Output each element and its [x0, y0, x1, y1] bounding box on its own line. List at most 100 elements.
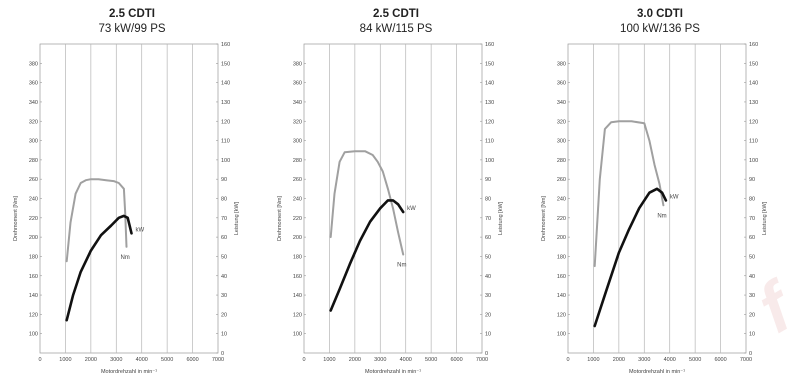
- x-tick-label: 1000: [587, 357, 599, 363]
- y-left-tick-label: 240: [29, 197, 38, 203]
- y-right-tick-label: 100: [221, 158, 230, 164]
- x-tick-label: 2000: [613, 357, 625, 363]
- y-left-tick-label: 380: [29, 61, 38, 67]
- y-left-tick-label: 240: [293, 197, 302, 203]
- y-left-tick-label: 160: [293, 274, 302, 280]
- x-tick-label: 1000: [323, 357, 335, 363]
- series-label-kw: kW: [136, 227, 145, 233]
- y-right-axis-label: Leistung [kW]: [234, 201, 240, 235]
- series-label-kw: kW: [407, 206, 416, 212]
- y-right-tick-label: 130: [749, 100, 758, 106]
- x-tick-label: 7000: [740, 357, 752, 363]
- y-left-axis-label: Drehmoment [Nm]: [13, 196, 19, 241]
- y-left-tick-label: 320: [29, 119, 38, 125]
- y-left-tick-label: 120: [557, 312, 566, 318]
- y-right-tick-label: 130: [221, 100, 230, 106]
- y-right-tick-label: 30: [485, 293, 491, 299]
- y-left-tick-label: 220: [29, 216, 38, 222]
- y-left-tick-label: 300: [557, 139, 566, 145]
- y-right-tick-label: 90: [221, 177, 227, 183]
- y-right-tick-label: 50: [221, 254, 227, 260]
- y-right-tick-label: 110: [485, 139, 494, 145]
- y-right-tick-label: 50: [749, 254, 755, 260]
- y-left-tick-label: 220: [293, 216, 302, 222]
- y-left-tick-label: 240: [557, 197, 566, 203]
- x-tick-label: 3000: [374, 357, 386, 363]
- y-left-tick-label: 140: [293, 293, 302, 299]
- x-tick-label: 5000: [161, 357, 173, 363]
- y-right-tick-label: 30: [221, 293, 227, 299]
- x-tick-label: 4000: [136, 357, 148, 363]
- plot-frame: [567, 43, 747, 354]
- series-label-kw: kW: [670, 194, 679, 200]
- plot-frame: [39, 43, 219, 354]
- y-left-tick-label: 360: [557, 81, 566, 87]
- y-right-tick-label: 70: [749, 216, 755, 222]
- x-axis-label: Motordrehzahl in min⁻¹: [629, 369, 685, 375]
- y-left-tick-label: 140: [29, 293, 38, 299]
- y-left-tick-label: 320: [293, 119, 302, 125]
- y-left-axis-label: Drehmoment [Nm]: [541, 196, 547, 241]
- chart-panel-2: 2.5 CDTI 84 kW/115 PS 0 1000 2000 3000 4000 5…: [264, 0, 528, 378]
- y-left-tick-label: 260: [29, 177, 38, 183]
- y-left-tick-label: 140: [557, 293, 566, 299]
- chart-subtitle: 73 kW/99 PS: [98, 23, 166, 35]
- x-tick-label: 6000: [714, 357, 726, 363]
- y-right-tick-label: 120: [749, 119, 758, 125]
- chart-svg: 0 1000 2000 3000 4000 5000 6000 700010012014016…: [13, 42, 240, 375]
- x-tick-label: 2000: [85, 357, 97, 363]
- series-line-kw: [65, 214, 133, 322]
- x-tick-label: 3000: [110, 357, 122, 363]
- y-right-tick-label: 40: [221, 274, 227, 280]
- y-right-tick-label: 70: [221, 216, 227, 222]
- y-left-tick-label: 380: [557, 61, 566, 67]
- series-line-kw: [593, 187, 668, 328]
- y-right-tick-label: 110: [221, 139, 230, 145]
- x-axis-label: Motordrehzahl in min⁻¹: [365, 369, 421, 375]
- series-line-nm: [593, 120, 665, 268]
- chart-svg: 0 1000 2000 3000 4000 5000 6000 700010012014016…: [277, 42, 504, 375]
- y-right-tick-label: 30: [749, 293, 755, 299]
- x-tick-label: 0: [38, 357, 41, 363]
- x-tick-label: 6000: [450, 357, 462, 363]
- series-label-nm: Nm: [397, 263, 406, 269]
- series-line-kw: [329, 199, 405, 312]
- y-left-tick-label: 100: [29, 332, 38, 338]
- y-right-tick-label: 60: [749, 235, 755, 241]
- y-right-tick-label: 120: [221, 119, 230, 125]
- y-left-tick-label: 340: [29, 100, 38, 106]
- y-right-tick-label: 60: [485, 235, 491, 241]
- y-left-tick-label: 380: [293, 61, 302, 67]
- x-tick-label: 7000: [212, 357, 224, 363]
- chart-panel-3: 3.0 CDTI 100 kW/136 PS 0 1000 2000 3000 4000…: [528, 0, 792, 378]
- y-left-tick-label: 120: [293, 312, 302, 318]
- y-left-tick-label: 200: [557, 235, 566, 241]
- chart-title: 2.5 CDTI: [108, 8, 155, 20]
- y-left-tick-label: 120: [29, 312, 38, 318]
- y-right-tick-label: 150: [485, 61, 494, 67]
- y-right-tick-label: 120: [485, 119, 494, 125]
- y-right-tick-label: 0: [749, 351, 752, 357]
- y-left-tick-label: 320: [557, 119, 566, 125]
- y-left-tick-label: 360: [29, 81, 38, 87]
- y-right-tick-label: 10: [485, 332, 491, 338]
- chart-svg: 0 1000 2000 3000 4000 5000 6000 700010012014016…: [541, 42, 768, 375]
- series-line-nm: [65, 178, 128, 263]
- y-right-tick-label: 140: [485, 81, 494, 87]
- y-left-tick-label: 180: [29, 254, 38, 260]
- y-left-tick-label: 220: [557, 216, 566, 222]
- x-tick-label: 5000: [689, 357, 701, 363]
- y-left-tick-label: 200: [29, 235, 38, 241]
- y-right-tick-label: 130: [485, 100, 494, 106]
- y-right-tick-label: 40: [749, 274, 755, 280]
- x-tick-label: 3000: [638, 357, 650, 363]
- series-line-nm: [329, 150, 405, 256]
- y-right-tick-label: 100: [749, 158, 758, 164]
- y-right-tick-label: 60: [221, 235, 227, 241]
- y-left-tick-label: 280: [293, 158, 302, 164]
- x-tick-label: 0: [566, 357, 569, 363]
- y-left-tick-label: 100: [293, 332, 302, 338]
- y-right-tick-label: 0: [221, 351, 224, 357]
- y-right-tick-label: 140: [749, 81, 758, 87]
- y-right-tick-label: 90: [749, 177, 755, 183]
